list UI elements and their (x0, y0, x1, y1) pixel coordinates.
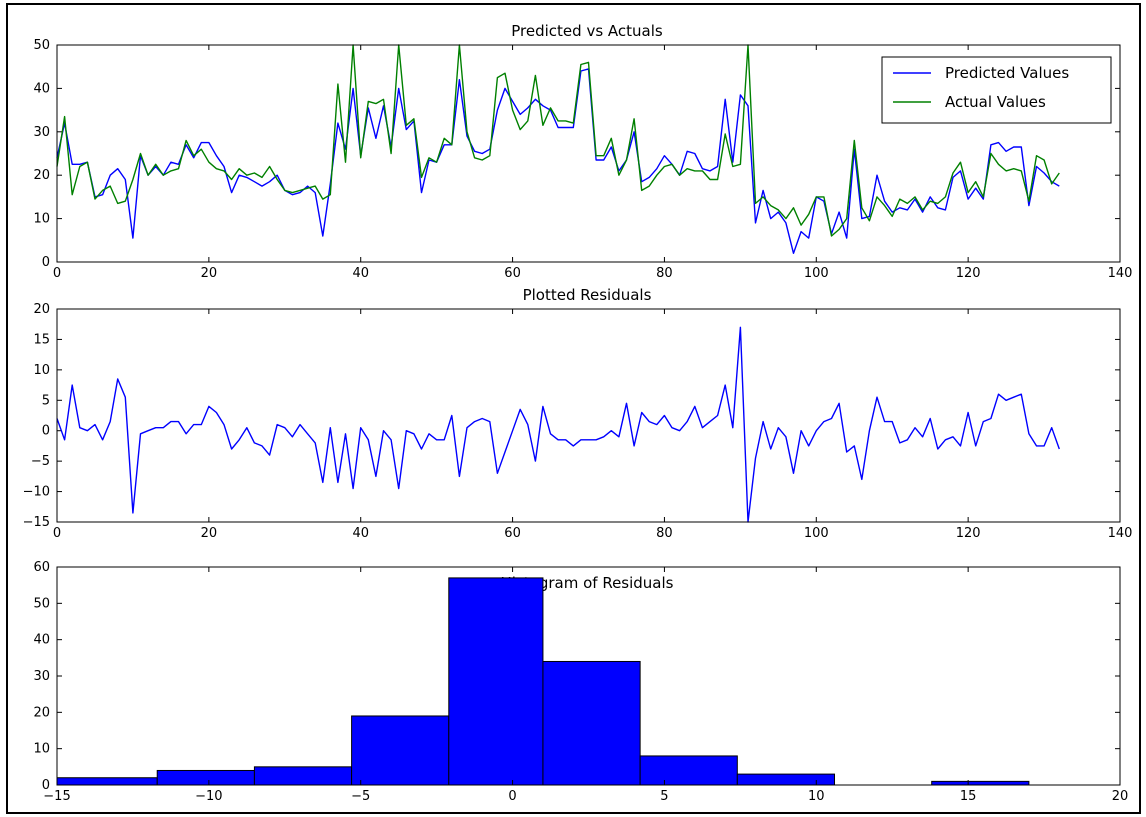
x-tick-label: 80 (656, 526, 673, 541)
y-tick-label: −15 (23, 515, 50, 530)
x-tick-label: 40 (352, 266, 369, 281)
histogram-bar (253, 766, 353, 786)
y-tick-label: 0 (42, 255, 50, 270)
legend-box (881, 56, 1112, 124)
series-lines (56, 44, 1060, 255)
histogram-bars (56, 577, 1030, 786)
y-tick-label: 20 (33, 302, 50, 317)
y-tick-label: −10 (23, 485, 50, 500)
x-tick-label: 60 (504, 266, 521, 281)
y-tick-label: 10 (33, 363, 50, 378)
axis-ticks: 0 20 40 60 80 100 120 140 0 10 20 30 40 50 (33, 38, 1132, 281)
x-tick-label: 80 (656, 266, 673, 281)
x-tick-label: 120 (956, 526, 981, 541)
x-tick-label: −15 (43, 789, 70, 804)
histogram-bar (56, 777, 158, 786)
y-tick-label: 20 (33, 168, 50, 183)
axis-ticks: −15 −10 −5 0 5 10 15 20 0 10 20 30 40 50 60 (33, 560, 1128, 804)
legend-label-actual: Actual Values (945, 93, 1046, 111)
x-tick-label: 100 (804, 266, 829, 281)
x-tick-label: 140 (1108, 526, 1133, 541)
y-tick-label: 5 (42, 393, 50, 408)
histogram-bar (156, 769, 255, 786)
x-tick-label: 40 (352, 526, 369, 541)
histogram-bar (736, 773, 836, 786)
histogram-bar (351, 715, 450, 786)
plot-area (56, 308, 1121, 523)
x-tick-label: 20 (1112, 789, 1129, 804)
y-tick-label: 30 (33, 125, 50, 140)
y-tick-label: 0 (42, 424, 50, 439)
legend-label-predicted: Predicted Values (945, 64, 1069, 82)
y-tick-label: 15 (33, 332, 50, 347)
series-line-residuals (56, 326, 1060, 523)
x-tick-label: 5 (660, 789, 668, 804)
series-line-predicted-values (56, 68, 1060, 255)
y-tick-label: 40 (33, 633, 50, 648)
x-tick-label: 20 (201, 526, 218, 541)
y-tick-label: 10 (33, 212, 50, 227)
plot-area (56, 44, 1121, 263)
y-tick-label: 50 (33, 38, 50, 53)
y-tick-label: 10 (33, 742, 50, 757)
y-tick-label: 0 (42, 778, 50, 793)
chart-title: Plotted Residuals (523, 286, 652, 304)
series-lines (56, 326, 1060, 523)
y-tick-label: −5 (31, 454, 50, 469)
x-tick-label: −5 (351, 789, 370, 804)
x-tick-label: 20 (201, 266, 218, 281)
y-tick-label: 50 (33, 596, 50, 611)
histogram-bar (448, 577, 544, 786)
y-tick-label: 60 (33, 560, 50, 575)
x-tick-label: 15 (960, 789, 977, 804)
histogram-bar (639, 755, 738, 786)
x-tick-label: 120 (956, 266, 981, 281)
predicted-vs-actuals-panel: Predicted vs Actuals 0 20 40 60 80 100 120 1400… (33, 22, 1132, 281)
histogram-bar (931, 780, 1030, 786)
x-tick-label: 0 (53, 526, 61, 541)
histogram-panel: Histogram of Residuals −15 −10 −5 0 5 10 15 20 0… (33, 560, 1128, 804)
axis-ticks: 0 20 40 60 80 100 120 140 −15 −10 −5 0 5 10 15 20 (23, 302, 1133, 541)
plot-area (56, 566, 1121, 786)
legend: Predicted Values Actual Values (881, 56, 1112, 124)
x-tick-label: 140 (1108, 266, 1133, 281)
histogram-bar (542, 660, 641, 786)
x-tick-label: 60 (504, 526, 521, 541)
y-tick-label: 30 (33, 669, 50, 684)
plotted-residuals-panel: Plotted Residuals 0 20 40 60 80 100 120 140−15−… (23, 286, 1133, 541)
x-tick-label: 0 (53, 266, 61, 281)
chart-title: Histogram of Residuals (501, 574, 674, 592)
y-tick-label: 40 (33, 81, 50, 96)
x-tick-label: −10 (195, 789, 222, 804)
series-line-actual-values (56, 44, 1060, 237)
x-tick-label: 0 (508, 789, 516, 804)
y-tick-label: 20 (33, 705, 50, 720)
chart-title: Predicted vs Actuals (511, 22, 663, 40)
x-tick-label: 100 (804, 526, 829, 541)
x-tick-label: 10 (808, 789, 825, 804)
